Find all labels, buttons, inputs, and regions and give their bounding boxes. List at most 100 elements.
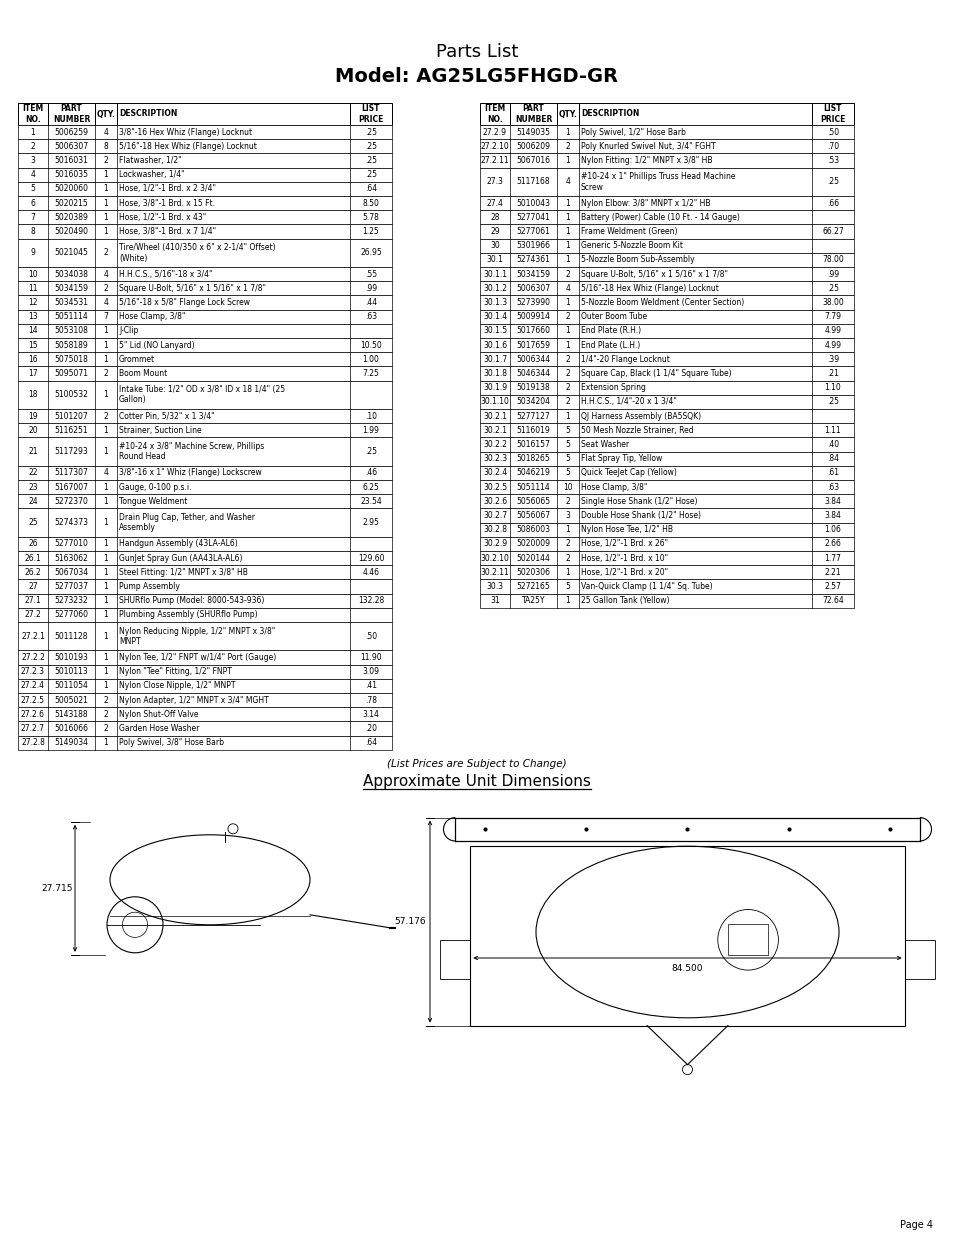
Text: Strainer, Suction Line: Strainer, Suction Line xyxy=(119,426,201,435)
Text: Extension Spring: Extension Spring xyxy=(580,383,645,393)
Text: 5058189: 5058189 xyxy=(54,341,89,350)
Text: 5011054: 5011054 xyxy=(54,682,89,690)
Text: 7: 7 xyxy=(104,312,109,321)
Text: .50: .50 xyxy=(826,127,839,137)
Text: Handgun Assembly (43LA-AL6): Handgun Assembly (43LA-AL6) xyxy=(119,540,237,548)
Bar xyxy=(439,940,470,979)
Text: 5020306: 5020306 xyxy=(516,568,550,577)
Text: .50: .50 xyxy=(365,631,376,641)
Text: 5116251: 5116251 xyxy=(54,426,89,435)
Text: 5-Nozzle Boom Sub-Assembly: 5-Nozzle Boom Sub-Assembly xyxy=(580,256,694,264)
Text: 27.2.8: 27.2.8 xyxy=(21,739,45,747)
Text: 2: 2 xyxy=(104,156,109,165)
Bar xyxy=(479,466,853,480)
Bar xyxy=(479,282,853,295)
Text: Generic 5-Nozzle Boom Kit: Generic 5-Nozzle Boom Kit xyxy=(580,241,682,251)
Text: 1: 1 xyxy=(104,426,109,435)
Text: 5163062: 5163062 xyxy=(54,553,89,563)
Text: 5167007: 5167007 xyxy=(54,483,89,492)
Text: 4.99: 4.99 xyxy=(823,326,841,336)
Bar xyxy=(18,736,392,750)
Bar xyxy=(479,125,853,140)
Text: 1: 1 xyxy=(565,597,570,605)
Bar xyxy=(18,182,392,196)
Text: ITEM
NO.: ITEM NO. xyxy=(484,104,505,124)
Text: 5: 5 xyxy=(565,582,570,592)
Text: Lockwasher, 1/4": Lockwasher, 1/4" xyxy=(119,170,185,179)
Text: 5.78: 5.78 xyxy=(362,212,379,222)
Text: 30.2.3: 30.2.3 xyxy=(482,454,507,463)
Text: 57.176: 57.176 xyxy=(394,918,425,926)
Text: 1: 1 xyxy=(104,653,109,662)
Text: .41: .41 xyxy=(365,682,376,690)
Text: 8: 8 xyxy=(30,227,35,236)
Text: 30: 30 xyxy=(490,241,499,251)
Text: 5/16"-18 Hex Whiz (Flange) Locknut: 5/16"-18 Hex Whiz (Flange) Locknut xyxy=(580,284,719,293)
Text: 1: 1 xyxy=(104,170,109,179)
Text: 5301966: 5301966 xyxy=(516,241,550,251)
Bar xyxy=(18,282,392,295)
Text: Poly Swivel, 3/8" Hose Barb: Poly Swivel, 3/8" Hose Barb xyxy=(119,739,224,747)
Text: Approximate Unit Dimensions: Approximate Unit Dimensions xyxy=(363,774,590,789)
Text: Hose, 1/2"-1 Brd. x 10": Hose, 1/2"-1 Brd. x 10" xyxy=(580,553,667,563)
Bar xyxy=(479,480,853,494)
Text: H.H.C.S., 1/4"-20 x 1 3/4": H.H.C.S., 1/4"-20 x 1 3/4" xyxy=(580,398,677,406)
Text: 25 Gallon Tank (Yellow): 25 Gallon Tank (Yellow) xyxy=(580,597,669,605)
Bar xyxy=(18,338,392,352)
Text: 5034204: 5034204 xyxy=(516,398,550,406)
Text: 5" Lid (NO Lanyard): 5" Lid (NO Lanyard) xyxy=(119,341,194,350)
Text: 2.57: 2.57 xyxy=(823,582,841,592)
Text: 4: 4 xyxy=(30,170,35,179)
Text: 50 Mesh Nozzle Strainer, Red: 50 Mesh Nozzle Strainer, Red xyxy=(580,426,693,435)
Text: 1: 1 xyxy=(104,667,109,677)
Text: 2: 2 xyxy=(104,695,109,705)
Text: 5: 5 xyxy=(30,184,35,194)
Text: 7.25: 7.25 xyxy=(362,369,379,378)
Bar xyxy=(479,579,853,594)
Text: 1: 1 xyxy=(565,156,570,165)
Text: 27.2.6: 27.2.6 xyxy=(21,710,45,719)
Text: .25: .25 xyxy=(826,178,838,186)
Bar xyxy=(479,594,853,608)
Text: 30.2.5: 30.2.5 xyxy=(482,483,507,492)
Text: 31: 31 xyxy=(490,597,499,605)
Bar xyxy=(479,380,853,395)
Text: 30.1.8: 30.1.8 xyxy=(482,369,506,378)
Text: 66.27: 66.27 xyxy=(821,227,843,236)
Text: 1.25: 1.25 xyxy=(362,227,379,236)
Bar xyxy=(903,940,934,979)
Text: Grommet: Grommet xyxy=(119,354,155,364)
Text: 27.2.7: 27.2.7 xyxy=(21,724,45,734)
Text: 72.64: 72.64 xyxy=(821,597,843,605)
Text: Hose, 1/2"-1 Brd. x 43": Hose, 1/2"-1 Brd. x 43" xyxy=(119,212,206,222)
Bar xyxy=(479,409,853,424)
Text: 1: 1 xyxy=(565,227,570,236)
Text: 27.2.3: 27.2.3 xyxy=(21,667,45,677)
Text: 1.06: 1.06 xyxy=(823,525,841,535)
Text: 1.00: 1.00 xyxy=(362,354,379,364)
Text: Double Hose Shank (1/2" Hose): Double Hose Shank (1/2" Hose) xyxy=(580,511,700,520)
Text: 29: 29 xyxy=(490,227,499,236)
Text: 1: 1 xyxy=(565,326,570,336)
Text: 1: 1 xyxy=(565,568,570,577)
Text: 78.00: 78.00 xyxy=(821,256,843,264)
Text: 5016157: 5016157 xyxy=(516,440,550,450)
Text: Hose, 1/2"-1 Brd. x 20": Hose, 1/2"-1 Brd. x 20" xyxy=(580,568,667,577)
Bar xyxy=(18,480,392,494)
Bar xyxy=(479,310,853,324)
Bar xyxy=(18,168,392,182)
Text: DESCRIPTION: DESCRIPTION xyxy=(580,110,639,119)
Text: 2: 2 xyxy=(104,284,109,293)
Text: 5273990: 5273990 xyxy=(516,298,550,308)
Text: 5: 5 xyxy=(565,426,570,435)
Text: 1: 1 xyxy=(104,212,109,222)
Text: 4: 4 xyxy=(104,298,109,308)
Bar xyxy=(479,238,853,253)
Text: 1.10: 1.10 xyxy=(823,383,841,393)
Text: 5020144: 5020144 xyxy=(516,553,550,563)
Text: .40: .40 xyxy=(826,440,839,450)
Bar xyxy=(479,537,853,551)
Bar xyxy=(18,679,392,693)
Text: 3.09: 3.09 xyxy=(362,667,379,677)
Text: 5272165: 5272165 xyxy=(517,582,550,592)
